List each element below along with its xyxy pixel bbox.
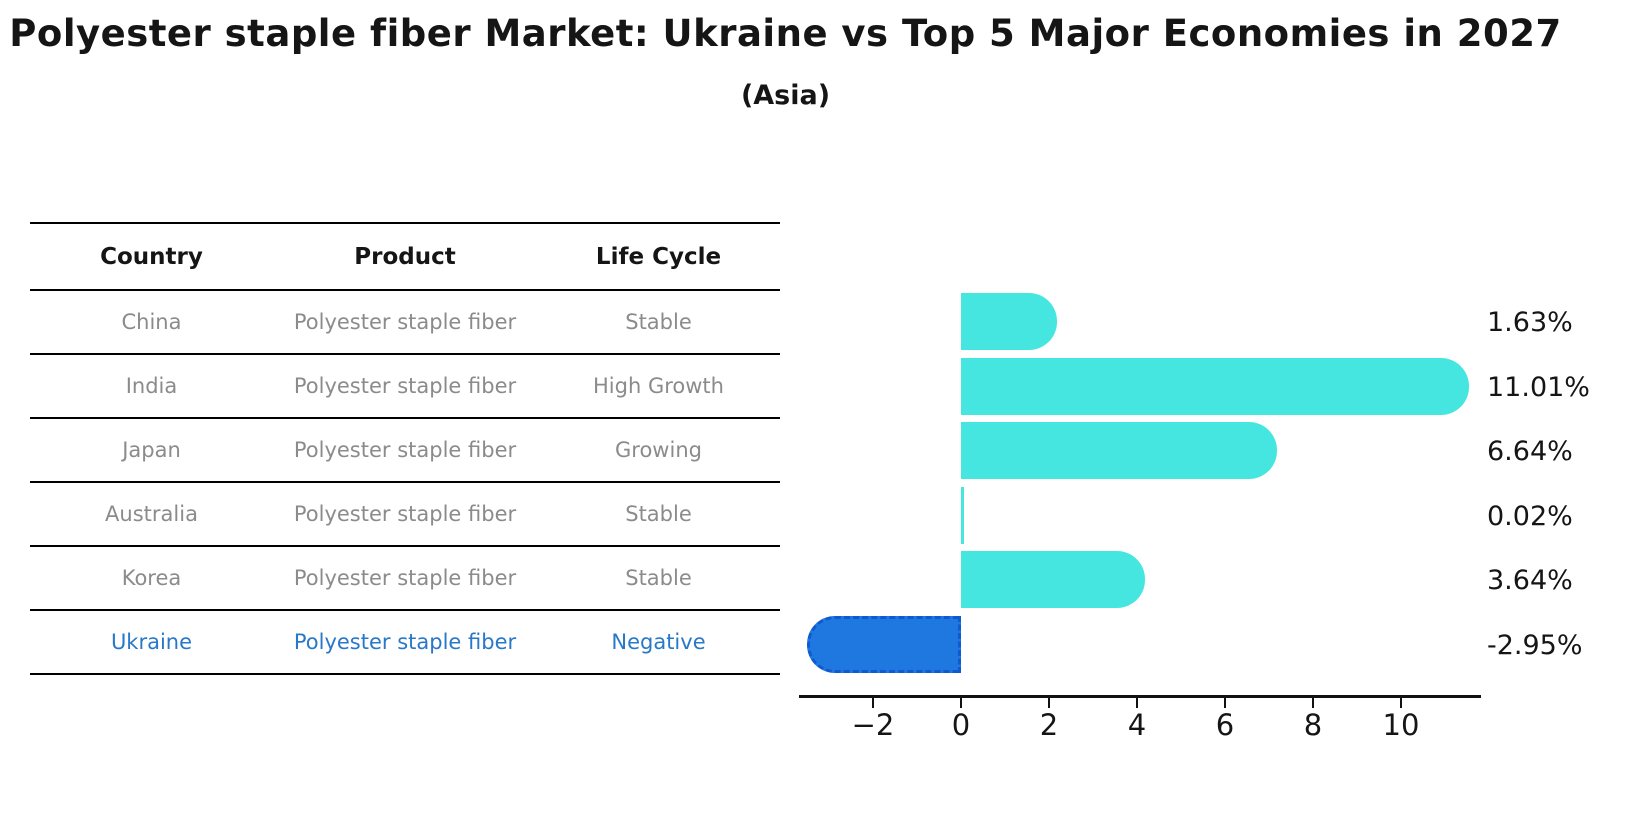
- value-label-ukraine: -2.95%: [1487, 630, 1583, 661]
- table-row-australia: Australia Polyester staple fiber Stable: [30, 481, 780, 545]
- table-cell: Polyester staple fiber: [293, 438, 517, 462]
- table-cell: Stable: [625, 566, 692, 590]
- bar-korea: [961, 550, 1146, 608]
- x-tick-label: 4: [1127, 708, 1147, 742]
- column-header-product: Product: [354, 243, 456, 270]
- table-row-china: China Polyester staple fiber Stable: [30, 289, 780, 353]
- x-tick-label: −2: [851, 708, 895, 742]
- table-cell: Polyester staple fiber: [293, 310, 517, 334]
- value-label-australia: 0.02%: [1487, 501, 1573, 532]
- bar-china: [961, 292, 1057, 350]
- value-label-china: 1.63%: [1487, 307, 1573, 338]
- table-cell: Australia: [105, 502, 198, 526]
- bar-ukraine: [807, 615, 961, 673]
- value-label-japan: 6.64%: [1487, 436, 1573, 467]
- x-tick-mark: [1136, 698, 1138, 708]
- x-tick-label: 0: [951, 708, 971, 742]
- chart-title: Polyester staple fiber Market: Ukraine v…: [9, 12, 1562, 55]
- x-tick-mark: [1224, 698, 1226, 708]
- table-cell: Ukraine: [110, 630, 193, 654]
- table-row-japan: Japan Polyester staple fiber Growing: [30, 417, 780, 481]
- x-tick-label: 10: [1382, 708, 1420, 742]
- table-cell: High Growth: [593, 374, 724, 398]
- column-header-country: Country: [100, 243, 203, 270]
- table-cell: Polyester staple fiber: [293, 502, 517, 526]
- table-cell: Japan: [122, 438, 181, 462]
- x-tick-mark: [1400, 698, 1402, 708]
- x-tick-mark: [1312, 698, 1314, 708]
- table-cell: India: [125, 374, 178, 398]
- x-tick-label: 8: [1303, 708, 1323, 742]
- table-cell: Stable: [625, 310, 692, 334]
- x-tick-label: 6: [1215, 708, 1235, 742]
- bar-australia: [961, 486, 964, 544]
- x-tick-mark: [872, 698, 874, 708]
- table-cell: Polyester staple fiber: [293, 630, 517, 654]
- table-row-ukraine: Ukraine Polyester staple fiber Negative: [30, 609, 780, 675]
- table-header-row: Country Product Life Cycle: [30, 222, 780, 289]
- x-tick-label: 2: [1039, 708, 1059, 742]
- table-cell: Growing: [615, 438, 702, 462]
- table-cell: Polyester staple fiber: [293, 566, 517, 590]
- table-row-india: India Polyester staple fiber High Growth: [30, 353, 780, 417]
- chart-subtitle: (Asia): [740, 80, 831, 111]
- x-tick-mark: [960, 698, 962, 708]
- bar-japan: [961, 421, 1278, 479]
- country-table: Country Product Life Cycle China Polyester s…: [30, 222, 780, 675]
- table-cell: Korea: [121, 566, 182, 590]
- value-label-korea: 3.64%: [1487, 565, 1573, 596]
- table-cell: China: [121, 310, 182, 334]
- table-cell: Polyester staple fiber: [293, 374, 517, 398]
- table-cell: Stable: [625, 502, 692, 526]
- table-cell: Negative: [611, 630, 706, 654]
- x-axis-line: [799, 695, 1481, 698]
- bar-india: [961, 357, 1470, 415]
- value-label-india: 11.01%: [1487, 372, 1590, 403]
- table-row-korea: Korea Polyester staple fiber Stable: [30, 545, 780, 609]
- column-header-life-cycle: Life Cycle: [595, 243, 722, 270]
- x-tick-mark: [1048, 698, 1050, 708]
